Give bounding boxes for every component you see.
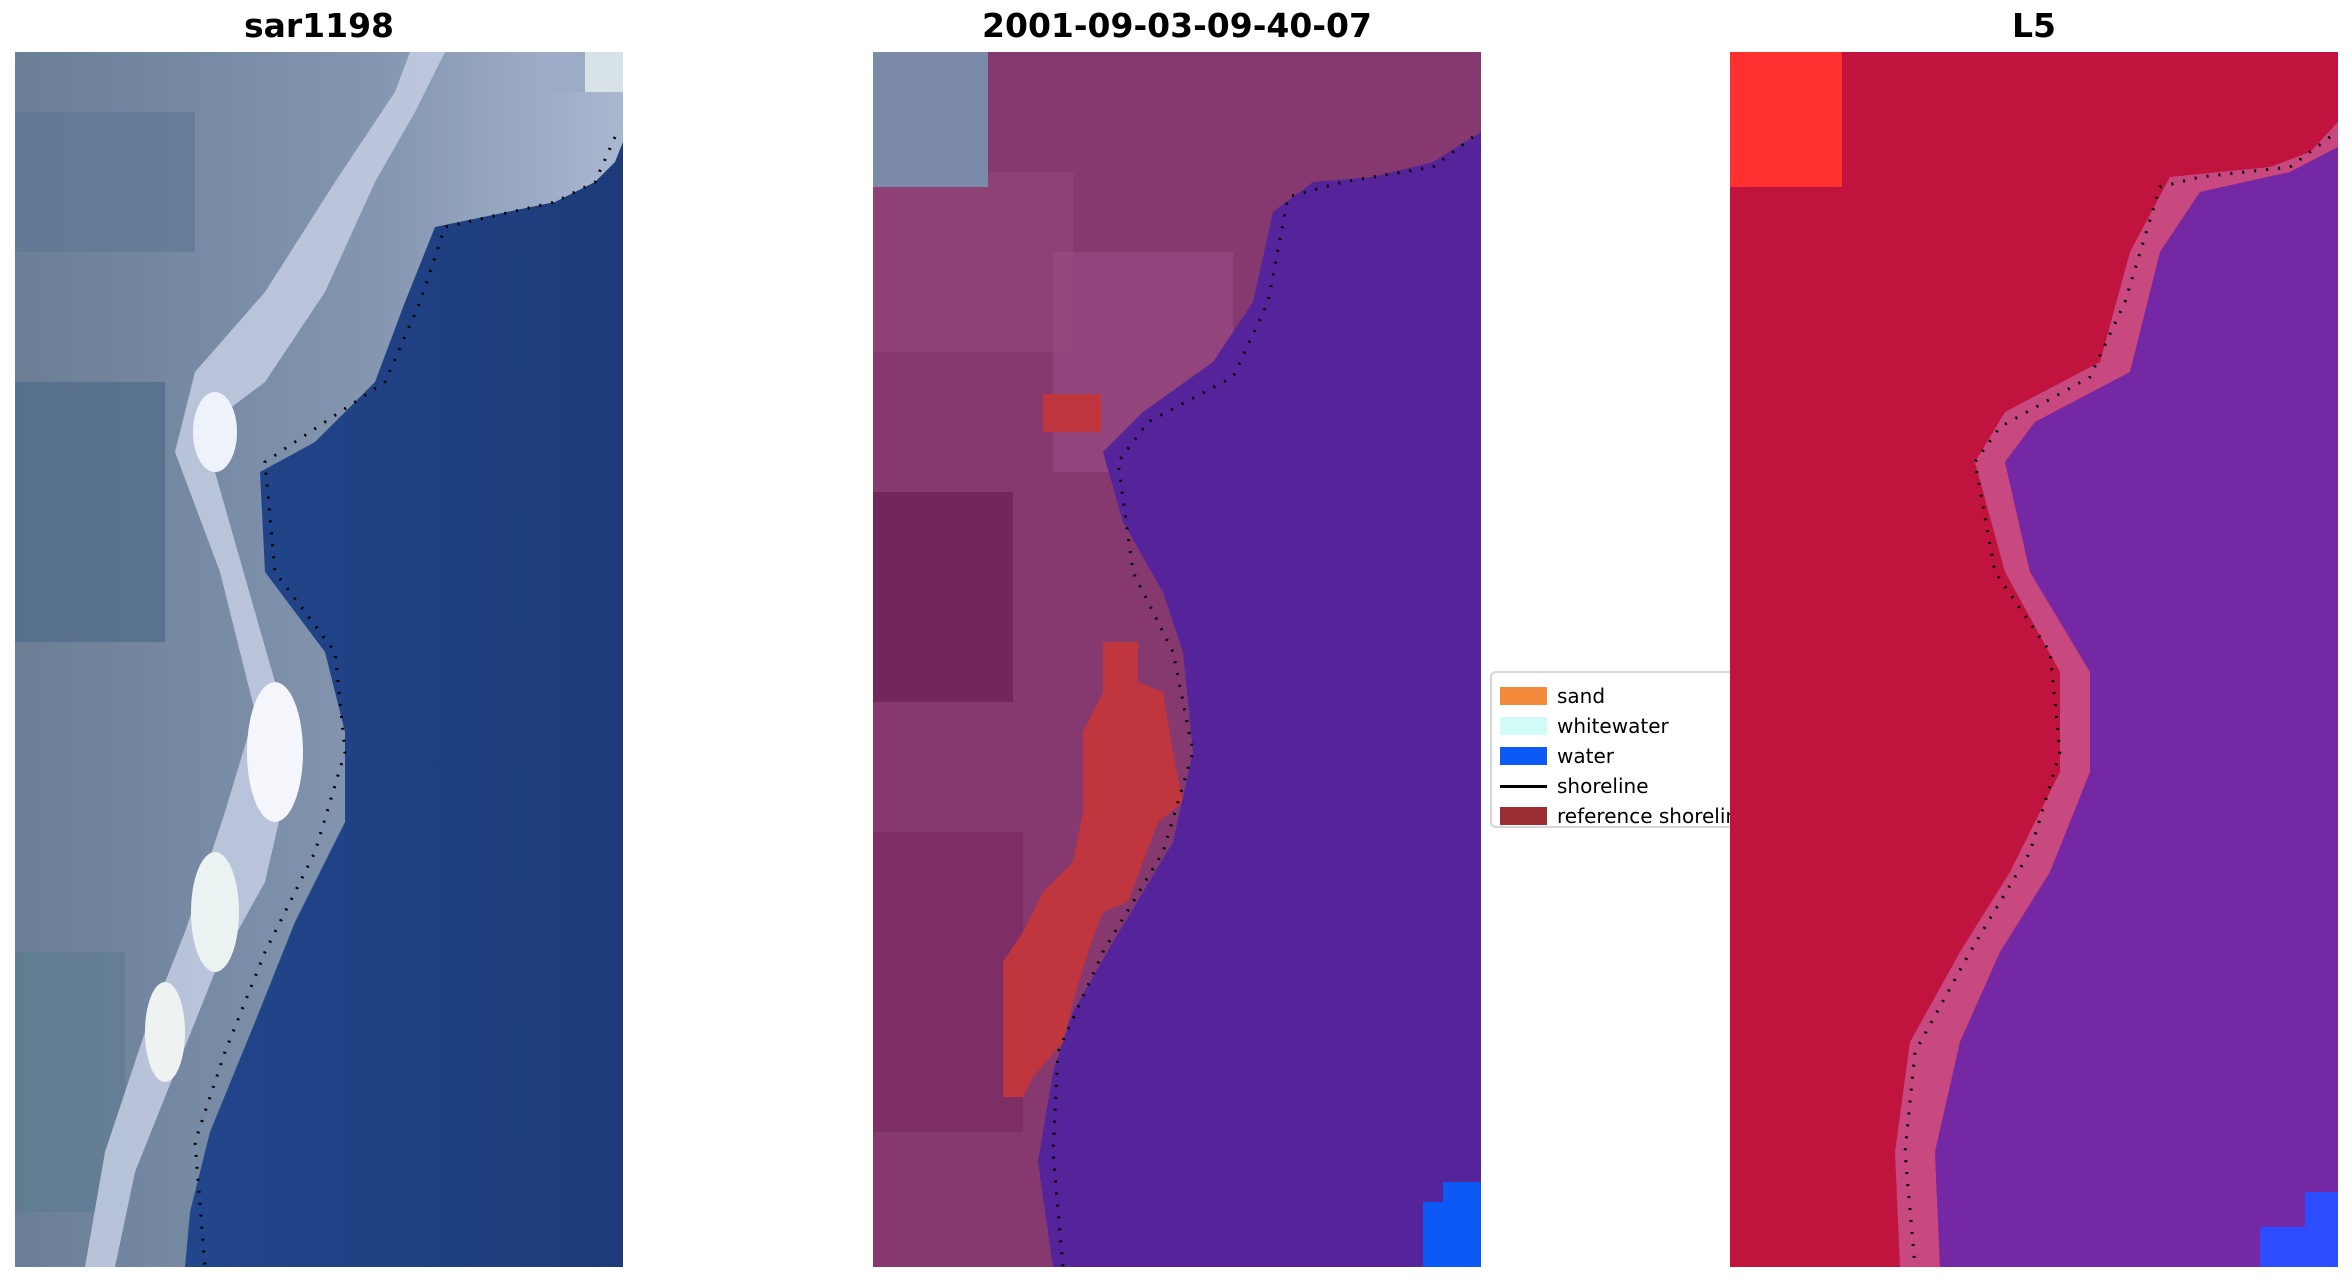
legend-line-shoreline xyxy=(1500,785,1547,788)
legend-label: sand xyxy=(1557,684,1606,708)
legend-label: reference shoreline xyxy=(1557,804,1730,828)
legend-label: whitewater xyxy=(1557,714,1669,738)
legend: sand whitewater water shoreline referenc… xyxy=(1490,671,1730,828)
panel-title-index: L5 xyxy=(2012,6,2056,45)
rgb-image xyxy=(15,52,623,1267)
legend-swatch-sand xyxy=(1500,687,1547,705)
index-panel xyxy=(1730,52,2338,1267)
legend-label: water xyxy=(1557,744,1614,768)
corner-patch xyxy=(873,52,988,187)
false-colour-image xyxy=(873,52,1481,1267)
highlight-patch xyxy=(1043,394,1101,432)
panel-title-date: 2001-09-03-09-40-07 xyxy=(982,6,1372,45)
water-class-patch xyxy=(1423,1202,1481,1267)
index-image xyxy=(1730,52,2338,1267)
legend-swatch-reference-shoreline xyxy=(1500,807,1547,825)
water-area xyxy=(185,142,623,1267)
water-area xyxy=(1935,147,2338,1267)
rgb-image-panel xyxy=(15,52,623,1267)
false-colour-panel xyxy=(873,52,1481,1267)
legend-swatch-water xyxy=(1500,747,1547,765)
transition-band xyxy=(1895,122,2338,1267)
highlight-patch xyxy=(1003,642,1183,1097)
legend-swatch-whitewater xyxy=(1500,717,1547,735)
legend-label: shoreline xyxy=(1557,774,1649,798)
panel-title-rgb: sar1198 xyxy=(243,6,395,45)
bright-patch xyxy=(1730,52,1842,187)
shoreline xyxy=(1051,135,1474,1267)
corner-patch xyxy=(2260,1227,2338,1267)
water-area xyxy=(1038,132,1481,1267)
